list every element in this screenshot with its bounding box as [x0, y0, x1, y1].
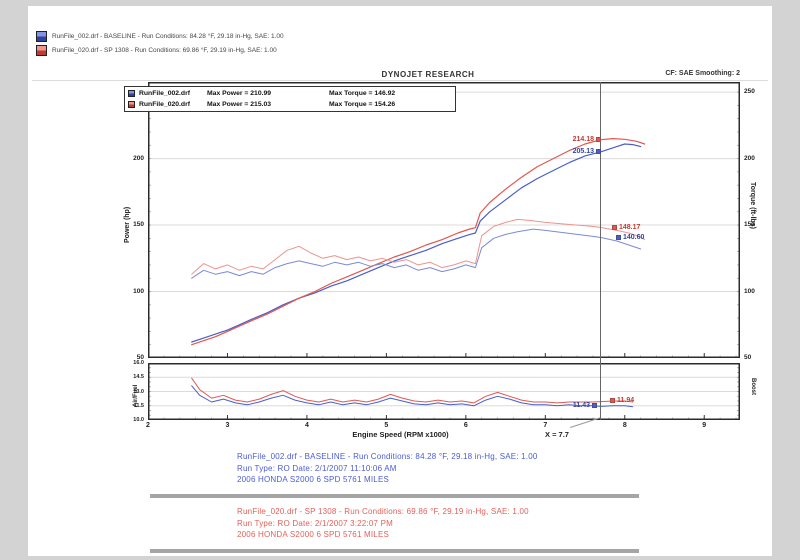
footer-line: RunFile_020.drf - SP 1308 - Run Conditio… [237, 507, 529, 516]
separator-bar [150, 494, 639, 498]
x-axis-title: Engine Speed (RPM x1000) [352, 430, 449, 439]
legend-max-power: Max Power = 215.03 [207, 101, 272, 108]
RunFile_020.drf Power (hp) [191, 137, 646, 346]
footer-baseline-block: RunFile_002.drf - BASELINE - Run Conditi… [237, 451, 538, 486]
run-legend-label: RunFile_002.drf - BASELINE - Run Conditi… [52, 32, 284, 40]
footer-line: RunFile_002.drf - BASELINE - Run Conditi… [237, 452, 538, 461]
run-legend-label: RunFile_020.drf - SP 1308 - Run Conditio… [52, 46, 277, 54]
legend-file-label: RunFile_020.drf [139, 101, 190, 108]
power-tick-label: 200 [133, 154, 144, 162]
brand-title: DYNOJET RESEARCH [381, 70, 475, 79]
boost-axis-title: Boost [750, 378, 756, 395]
run-color-swatch-icon [36, 30, 47, 42]
power-callout-blue: 205.13 [556, 147, 601, 155]
marker-square-icon [616, 234, 621, 240]
run-color-swatch-icon [128, 90, 135, 97]
top-legend-row-baseline: RunFile_002.drf - BASELINE - Run Conditi… [36, 30, 284, 42]
top-legend-row-sp1308: RunFile_020.drf - SP 1308 - Run Conditio… [36, 44, 277, 56]
marker-square-icon [596, 136, 601, 142]
power-callout-red: 214.18 [556, 135, 601, 143]
marker-square-icon [610, 397, 615, 403]
airfuel-value-blue: 11.43 [572, 401, 590, 409]
correction-smoothing-label: CF: SAE Smoothing: 2 [665, 70, 740, 77]
footer-line: Run Type: RO Date: 2/1/2007 11:10:06 AM [237, 463, 397, 473]
max-values-legend: RunFile_002.drf Max Power = 210.99 Max T… [124, 86, 456, 112]
legend-row: RunFile_002.drf Max Power = 210.99 Max T… [128, 88, 452, 99]
marker-square-icon [612, 224, 617, 230]
torque-tick-label: 200 [744, 154, 755, 162]
airfuel-callout-red: 11.94 [610, 396, 634, 404]
footer-line: Run Type: RO Date: 2/1/2007 3:22:07 PM [237, 518, 393, 528]
torque-tick-label: 100 [744, 287, 755, 295]
torque-callout-blue: 140.60 [616, 233, 644, 241]
airfuel-callout-blue: 11.43 [552, 401, 597, 409]
legend-max-power: Max Power = 210.99 [207, 90, 272, 97]
RunFile_002.drf Power (hp) [191, 143, 642, 343]
airfuel-tick-label: 10.0 [133, 417, 144, 423]
torque-callout-red: 148.17 [612, 223, 640, 231]
power-tick-label: 150 [133, 221, 144, 229]
RunFile_002.drf Torque (ft-lbs) [191, 228, 642, 279]
run-color-swatch-icon [36, 44, 47, 56]
torque-tick-label: 50 [744, 354, 752, 361]
power-torque-chart [148, 82, 740, 358]
footer-line: 2006 HONDA S2000 6 SPD 5761 MILES [237, 475, 390, 484]
airfuel-tick-label: 11.5 [133, 402, 144, 409]
RunFile_020.drf Torque (ft-lbs) [191, 218, 646, 275]
header-divider [32, 80, 768, 81]
power-value-red: 214.18 [572, 135, 594, 143]
run-color-swatch-icon [128, 101, 135, 108]
airfuel-tick-label: 16.0 [133, 360, 144, 366]
rpm-tick-label: 8 [622, 422, 627, 429]
cursor-x-label: X = 7.7 [545, 430, 569, 439]
marker-square-icon [596, 148, 601, 154]
rpm-tick-label: 7 [543, 422, 548, 429]
RunFile_020.drf Air/Fuel [191, 377, 634, 404]
air-fuel-chart [148, 363, 740, 420]
torque-value-red: 148.17 [619, 223, 641, 231]
rpm-tick-label: 9 [702, 422, 707, 429]
legend-max-torque: Max Torque = 154.26 [329, 101, 396, 108]
power-tick-label: 50 [136, 354, 144, 361]
airfuel-tick-label: 14.5 [133, 374, 144, 381]
airfuel-tick-label: 13.0 [133, 388, 144, 395]
separator-bar [150, 549, 639, 553]
legend-file-label: RunFile_002.drf [139, 90, 190, 97]
rpm-tick-label: 6 [463, 422, 468, 429]
torque-tick-label: 250 [744, 88, 755, 96]
rpm-tick-label: 4 [304, 422, 309, 429]
cursor-line[interactable] [600, 82, 602, 420]
marker-square-icon [592, 402, 597, 408]
footer-sp1308-block: RunFile_020.drf - SP 1308 - Run Conditio… [237, 506, 529, 541]
RunFile_002.drf Air/Fuel [191, 385, 634, 408]
rpm-tick-label: 2 [146, 422, 150, 429]
footer-line: 2006 HONDA S2000 6 SPD 5761 MILES [237, 530, 390, 539]
rpm-tick-label: 3 [225, 422, 230, 429]
rpm-tick-label: 5 [384, 422, 389, 429]
power-value-blue: 205.13 [572, 147, 594, 155]
torque-value-blue: 140.60 [623, 233, 645, 241]
legend-row: RunFile_020.drf Max Power = 215.03 Max T… [128, 99, 452, 110]
power-tick-label: 100 [133, 287, 144, 295]
torque-tick-label: 150 [744, 221, 755, 229]
legend-max-torque: Max Torque = 146.92 [329, 90, 396, 97]
airfuel-value-red: 11.94 [617, 396, 635, 404]
